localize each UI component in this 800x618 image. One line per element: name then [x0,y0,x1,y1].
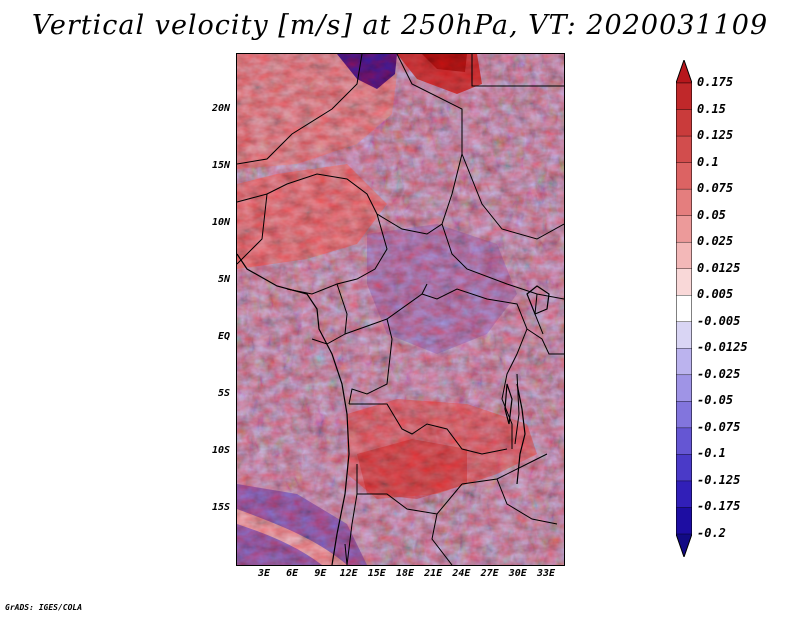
colorbar-label: 0.125 [697,128,734,143]
colorbar-label: -0.125 [697,472,741,487]
colorbar-label: -0.175 [697,499,741,514]
lon-label: 3E [257,568,271,579]
lon-label: 33E [536,568,556,579]
lon-label: 24E [452,568,471,579]
lat-label: 5S [217,388,230,399]
colorbar-segment [676,507,692,535]
chart-title: Vertical velocity [m/s] at 250hPa, VT: 2… [31,10,769,41]
colorbar-label: 0.1 [697,154,719,169]
colorbar-segment [676,109,692,137]
colorbar-label: 0.0125 [697,260,741,275]
lat-label: EQ [217,331,230,342]
colorbar-segment [676,60,692,84]
colorbar-label: 0.025 [697,234,734,249]
lon-label: 27E [480,568,499,579]
lat-label: 10N [211,217,230,228]
colorbar-label: -0.0125 [697,340,748,355]
colorbar-segment [676,454,692,482]
vertical-velocity-map [237,54,564,565]
colorbar-segment [676,188,692,217]
colorbar-label: 0.175 [697,75,734,89]
lon-label: 30E [508,568,527,579]
colorbar-segment [676,533,692,557]
colorbar-label: 0.005 [697,287,734,302]
colorbar-segment [676,295,692,323]
colorbar-label: -0.075 [697,419,741,434]
lat-label: 10S [211,445,230,456]
colorbar-segment [676,374,692,403]
lon-label: 9E [314,568,327,579]
colorbar-segment [676,321,692,349]
coastline-and-lakes [237,253,550,565]
colorbar-label: 0.075 [697,181,734,196]
colorbar-segment [676,241,692,270]
colorbar-label: -0.05 [697,393,734,408]
colorbar-label: -0.2 [697,526,726,540]
colorbar-segment [676,348,692,376]
colorbar-segment [676,135,692,164]
colorbar-label: 0.05 [697,207,726,222]
lon-label: 21E [424,568,443,579]
grads-footer: GrADS: IGES/COLA [5,603,83,612]
colorbar-segment [676,215,692,243]
lat-label: 15N [211,160,230,171]
lon-label: 18E [395,568,415,579]
lat-label: 5N [217,274,230,285]
colorbar-label: 0.15 [697,101,726,116]
lat-label: 15S [211,502,230,513]
colorbar-segment [676,162,692,190]
colorbar-segment [676,427,692,456]
colorbar-label: -0.025 [697,366,741,381]
colorbar-label: -0.1 [697,446,726,461]
colorbar [676,60,692,557]
colorbar-segment [676,82,692,111]
colorbar-segment [676,480,692,509]
lon-label: 15E [367,568,386,579]
lon-label: 12E [339,568,358,579]
colorbar-segment [676,401,692,429]
colorbar-label: -0.005 [697,313,741,328]
colorbar-segment [676,268,692,296]
lat-label: 20N [211,103,230,114]
map-panel [236,53,565,566]
lon-label: 6E [286,568,299,579]
